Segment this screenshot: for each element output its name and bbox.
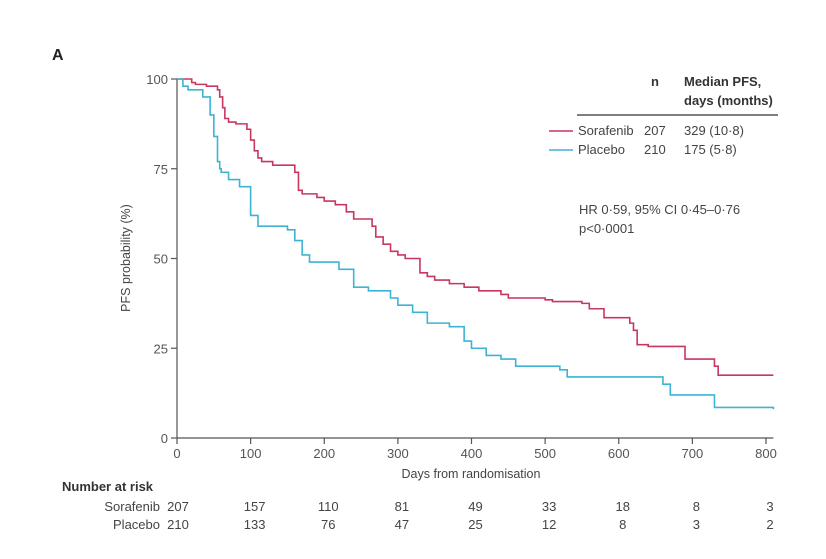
y-tick-label: 100 bbox=[146, 72, 168, 87]
y-axis-label: PFS probability (%) bbox=[119, 204, 133, 312]
risk-value: 33 bbox=[542, 499, 556, 514]
legend-header-n: n bbox=[651, 74, 659, 89]
panel-label: A bbox=[52, 47, 64, 64]
y-tick-label: 50 bbox=[154, 252, 168, 267]
risk-table: Number at risk Sorafenib 207 157 110 81 49 33 1… bbox=[62, 479, 774, 532]
risk-row-label: Placebo bbox=[113, 517, 160, 532]
x-tick-label: 100 bbox=[240, 446, 262, 461]
km-curve-sorafenib bbox=[177, 78, 774, 376]
km-curve-placebo bbox=[177, 78, 775, 410]
risk-value: 2 bbox=[766, 517, 773, 532]
x-tick-label: 0 bbox=[173, 446, 180, 461]
risk-value: 3 bbox=[766, 499, 773, 514]
risk-value: 18 bbox=[616, 499, 630, 514]
legend-name-sorafenib: Sorafenib bbox=[578, 123, 634, 138]
y-tick-label: 75 bbox=[154, 162, 168, 177]
risk-value: 8 bbox=[619, 517, 626, 532]
risk-value: 47 bbox=[395, 517, 409, 532]
risk-value: 157 bbox=[244, 499, 266, 514]
legend-header-median-2: days (months) bbox=[684, 93, 773, 108]
x-tick-label: 400 bbox=[461, 446, 483, 461]
risk-value: 25 bbox=[468, 517, 482, 532]
legend-n-placebo: 210 bbox=[644, 142, 666, 157]
risk-value: 110 bbox=[318, 499, 339, 514]
risk-value: 133 bbox=[244, 517, 266, 532]
legend-header-median-1: Median PFS, bbox=[684, 74, 761, 89]
risk-table-title: Number at risk bbox=[62, 479, 154, 494]
risk-value: 49 bbox=[468, 499, 482, 514]
x-axis-label: Days from randomisation bbox=[402, 467, 541, 481]
risk-value: 210 bbox=[167, 517, 189, 532]
risk-value: 81 bbox=[395, 499, 409, 514]
legend-median-placebo: 175 (5·8) bbox=[684, 142, 737, 157]
hazard-ratio-annotation: HR 0·59, 95% CI 0·45–0·76 bbox=[579, 202, 740, 217]
x-tick-label: 800 bbox=[755, 446, 777, 461]
legend-n-sorafenib: 207 bbox=[644, 123, 666, 138]
risk-value: 207 bbox=[167, 499, 189, 514]
x-tick-label: 700 bbox=[682, 446, 704, 461]
legend-median-sorafenib: 329 (10·8) bbox=[684, 123, 744, 138]
x-tick-label: 600 bbox=[608, 446, 630, 461]
risk-value: 8 bbox=[693, 499, 700, 514]
risk-value: 76 bbox=[321, 517, 335, 532]
legend-name-placebo: Placebo bbox=[578, 142, 625, 157]
axes: 0 25 50 75 100 0 100 200 300 400 500 600 700 800 bbox=[146, 72, 777, 461]
risk-value: 3 bbox=[693, 517, 700, 532]
y-tick-label: 0 bbox=[161, 431, 168, 446]
legend: n Median PFS, days (months) Sorafenib 20… bbox=[549, 74, 778, 157]
y-tick-label: 25 bbox=[154, 341, 168, 356]
x-tick-label: 300 bbox=[387, 446, 409, 461]
risk-value: 12 bbox=[542, 517, 556, 532]
curves bbox=[177, 78, 775, 410]
p-value-annotation: p<0·0001 bbox=[579, 221, 634, 236]
x-tick-label: 200 bbox=[313, 446, 335, 461]
x-tick-label: 500 bbox=[534, 446, 556, 461]
risk-row-label: Sorafenib bbox=[104, 499, 160, 514]
